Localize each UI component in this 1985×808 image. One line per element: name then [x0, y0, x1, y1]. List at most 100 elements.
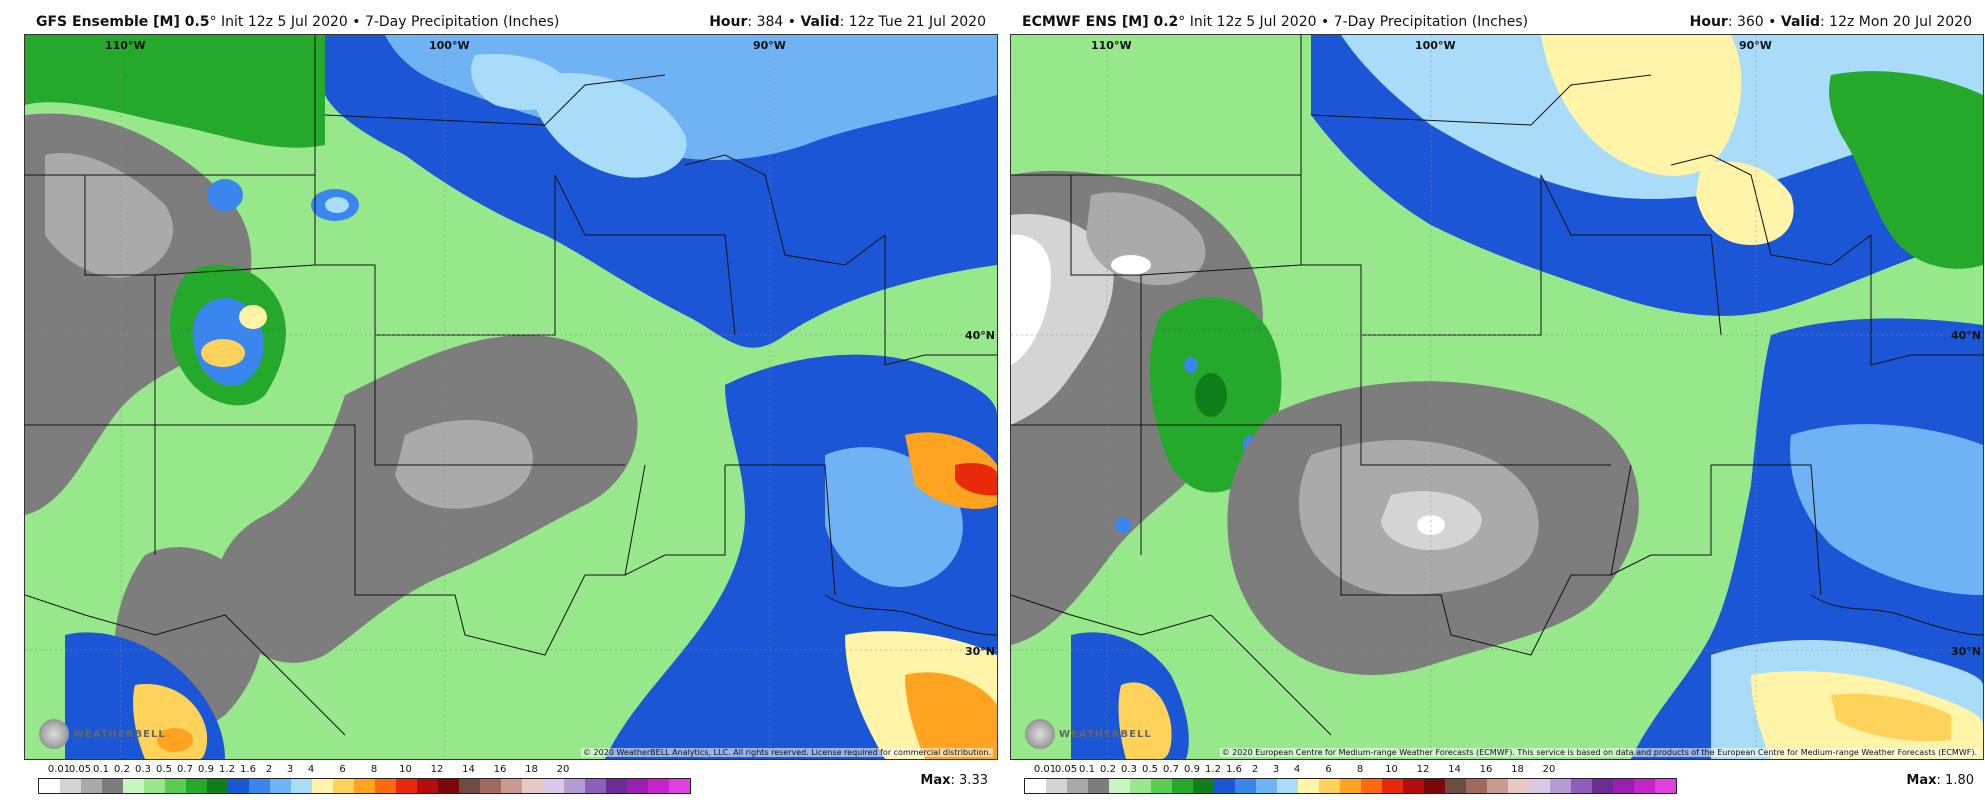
gfs-map-svg: 110°W 100°W 90°W 40°N 30°N	[25, 35, 997, 759]
ecmwf-valid-label: Valid	[1780, 14, 1821, 30]
gfs-init-text: ° Init 12z 5 Jul 2020 • 7-Day Precipitat…	[209, 14, 560, 30]
scale-tick-label: 3	[286, 764, 294, 775]
ecmwf-hour-label: Hour	[1689, 14, 1728, 30]
scale-swatch	[375, 779, 396, 793]
gfs-max-value: : 3.33	[950, 773, 988, 788]
scale-tick-label: 0.1	[1079, 764, 1095, 775]
scale-tick-label: 0.05	[68, 764, 92, 775]
scale-swatch	[1046, 779, 1067, 793]
scale-tick-label: 2	[265, 764, 273, 775]
weatherbell-logo-2: WEATHERBELL	[1025, 719, 1152, 749]
scale-swatch	[228, 779, 249, 793]
ecmwf-header: ECMWF ENS [M] 0.2° Init 12z 5 Jul 2020 •…	[1010, 10, 1984, 34]
scale-swatch	[333, 779, 354, 793]
scale-tick-label: 18	[525, 764, 538, 775]
scale-swatch	[1403, 779, 1424, 793]
gfs-lat-40: 40°N	[965, 329, 995, 342]
gfs-model-label: GFS Ensemble [M] 0.5	[36, 14, 210, 30]
gfs-header: GFS Ensemble [M] 0.5° Init 12z 5 Jul 202…	[24, 10, 998, 34]
scale-tick-label: 1.6	[240, 764, 256, 775]
scale-tick-label: 0.3	[1121, 764, 1137, 775]
scale-swatch	[1466, 779, 1487, 793]
scale-tick-label: 1.6	[1226, 764, 1242, 775]
scale-swatch	[606, 779, 627, 793]
ecmwf-precip-map[interactable]: 110°W 100°W 90°W 40°N 30°N WEATHERBELL ©…	[1010, 34, 1984, 760]
scale-tick-label: 0.1	[93, 764, 109, 775]
scale-swatch	[1424, 779, 1445, 793]
ecmwf-max-label: Max	[1906, 773, 1937, 788]
scale-tick-label: 1.2	[219, 764, 235, 775]
scale-swatch	[165, 779, 186, 793]
scale-swatch	[396, 779, 417, 793]
scale-swatch	[1445, 779, 1466, 793]
scale-swatch	[543, 779, 564, 793]
scale-swatch	[585, 779, 606, 793]
scale-tick-label: 12	[1416, 764, 1430, 775]
gfs-precip-map[interactable]: 110°W 100°W 90°W 40°N 30°N WEATHERBELL ©…	[24, 34, 998, 760]
scale-swatch	[1613, 779, 1634, 793]
scale-tick-label: 20	[1542, 764, 1556, 775]
scale-swatch	[627, 779, 648, 793]
scale-swatch	[459, 779, 480, 793]
ecmwf-lon-110: 110°W	[1091, 39, 1132, 52]
scale-swatch	[501, 779, 522, 793]
ecmwf-init-text: ° Init 12z 5 Jul 2020 • 7-Day Precipitat…	[1178, 14, 1529, 30]
scale-tick-label: 3	[1272, 764, 1280, 775]
gfs-valid-label: Valid	[800, 14, 840, 30]
ecmwf-valid-value: : 12z Mon 20 Jul 2020	[1820, 14, 1972, 30]
scale-swatch	[1172, 779, 1193, 793]
scale-swatch	[186, 779, 207, 793]
gfs-valid-value: : 12z Tue 21 Jul 2020	[839, 14, 986, 30]
scale-swatch	[1592, 779, 1613, 793]
ecmwf-model-label: ECMWF ENS [M] 0.2	[1022, 14, 1179, 30]
scale-tick-label: 8	[370, 764, 378, 775]
scale-swatch	[291, 779, 312, 793]
scale-tick-label: 10	[399, 764, 412, 775]
scale-swatch	[1340, 779, 1361, 793]
scale-swatch	[1298, 779, 1319, 793]
scale-swatch	[1655, 779, 1676, 793]
scale-tick-label: 16	[493, 764, 507, 775]
scale-swatch	[438, 779, 459, 793]
scale-swatch	[249, 779, 270, 793]
ecmwf-map-svg: 110°W 100°W 90°W 40°N 30°N	[1011, 35, 1983, 759]
gfs-hour-label: Hour	[709, 14, 748, 30]
scale-swatch	[1508, 779, 1529, 793]
scale-swatch	[1025, 779, 1046, 793]
scale-tick-label: 8	[1356, 764, 1364, 775]
scale-swatch	[1214, 779, 1235, 793]
scale-swatch	[1235, 779, 1256, 793]
scale-tick-label: 16	[1479, 764, 1493, 775]
scale-tick-label: 4	[1293, 764, 1301, 775]
gfs-scale-ticks: 0.01 0.05 0.1 0.2 0.3 0.5 0.7 0.9 1.2 1.6 2 3 4 6 8 10 1…	[38, 764, 738, 778]
scale-swatch	[564, 779, 585, 793]
scale-swatch	[417, 779, 438, 793]
gfs-color-scale: 0.01 0.05 0.1 0.2 0.3 0.5 0.7 0.9 1.2 1.6 2 3 4 6 8 10 1…	[38, 764, 738, 796]
scale-tick-label: 6	[339, 764, 346, 775]
ecmwf-color-scale: 0.01 0.05 0.1 0.2 0.3 0.5 0.7 0.9 1.2 1.6 2 3 4 6 8 10 1…	[1024, 764, 1724, 796]
gfs-hour-value: : 384 •	[747, 14, 801, 30]
scale-swatch	[144, 779, 165, 793]
gfs-credit: © 2020 WeatherBELL Analytics, LLC. All r…	[581, 748, 993, 757]
scale-swatch	[669, 779, 690, 793]
scale-swatch	[1193, 779, 1214, 793]
scale-tick-label: 4	[307, 764, 315, 775]
scale-tick-label: 0.5	[156, 764, 172, 775]
scale-tick-label: 10	[1385, 764, 1398, 775]
scale-swatch	[480, 779, 501, 793]
scale-tick-label: 0.01	[1033, 764, 1057, 775]
scale-tick-label: 20	[556, 764, 570, 775]
gfs-lon-110: 110°W	[105, 39, 146, 52]
ecmwf-lat-40: 40°N	[1951, 329, 1981, 342]
scale-tick-label: 1.2	[1205, 764, 1221, 775]
scale-swatch	[81, 779, 102, 793]
scale-swatch	[1382, 779, 1403, 793]
scale-swatch	[1634, 779, 1655, 793]
ecmwf-scale-bar	[1024, 778, 1677, 794]
ecmwf-max-value: : 1.80	[1936, 773, 1974, 788]
gfs-lon-90: 90°W	[753, 39, 786, 52]
scale-tick-label: 18	[1511, 764, 1524, 775]
scale-tick-label: 6	[1325, 764, 1332, 775]
scale-swatch	[1571, 779, 1592, 793]
gfs-lat-30: 30°N	[965, 645, 995, 658]
